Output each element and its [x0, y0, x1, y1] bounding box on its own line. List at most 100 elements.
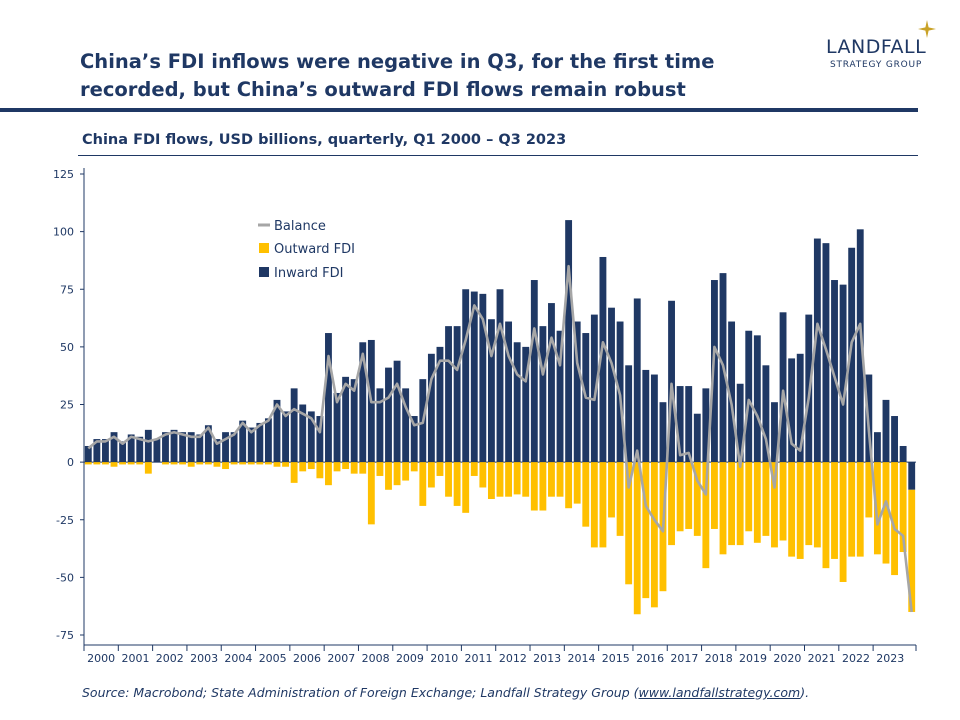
inward-fdi-bar — [119, 441, 127, 463]
outward-fdi-bar — [110, 462, 118, 467]
inward-fdi-bar — [505, 321, 513, 463]
inward-fdi-bar — [462, 289, 470, 463]
inward-fdi-bar — [385, 367, 392, 463]
inward-fdi-bar — [762, 365, 770, 463]
outward-fdi-bar — [264, 462, 272, 465]
outward-fdi-bar — [676, 462, 684, 532]
inward-fdi-bar — [608, 307, 615, 463]
outward-fdi-bar — [247, 462, 255, 465]
outward-fdi-bar — [410, 462, 418, 472]
inward-fdi-bar — [856, 229, 864, 463]
inward-fdi-bar — [642, 369, 650, 463]
outward-fdi-bar — [873, 462, 881, 555]
x-tick-label: 2019 — [739, 652, 767, 665]
outward-fdi-bar — [290, 462, 298, 483]
inward-fdi-bar — [110, 432, 118, 463]
outward-fdi-bar — [299, 462, 307, 472]
header-divider — [0, 108, 918, 112]
outward-fdi-bar — [839, 462, 847, 582]
inward-fdi-bar — [196, 434, 204, 463]
outward-fdi-bar — [102, 462, 109, 465]
inward-fdi-bar — [796, 353, 804, 463]
outward-fdi-bar — [316, 462, 324, 479]
inward-fdi-bar — [693, 413, 701, 463]
inward-fdi-bar — [213, 439, 221, 463]
x-tick-label: 2014 — [567, 652, 595, 665]
outward-fdi-bar — [573, 462, 581, 504]
inward-fdi-bar — [436, 346, 444, 463]
x-tick-label: 2003 — [190, 652, 218, 665]
outward-fdi-bar — [856, 462, 864, 557]
balance-line — [87, 264, 913, 613]
star-icon — [918, 20, 936, 38]
inward-fdi-bar — [359, 342, 367, 463]
source-suffix: ). — [800, 685, 810, 700]
inward-fdi-bar — [325, 333, 332, 463]
outward-fdi-bar — [685, 462, 693, 529]
outward-fdi-bar — [144, 462, 152, 474]
inward-fdi-bar — [333, 392, 341, 463]
x-tick-label: 2008 — [362, 652, 390, 665]
bars-layer — [84, 220, 916, 615]
outward-fdi-bar — [230, 462, 238, 465]
y-tick-label: -75 — [56, 629, 74, 642]
chart-title: China FDI flows, USD billions, quarterly… — [82, 132, 567, 148]
source-note: Source: Macrobond; State Administration … — [82, 685, 809, 700]
x-tick-label: 2004 — [224, 652, 252, 665]
outward-fdi-bar — [119, 462, 127, 465]
legend-label-outward: Outward FDI — [274, 242, 355, 257]
y-tick-label: 25 — [60, 399, 74, 412]
outward-fdi-bar — [822, 462, 830, 569]
x-tick-label: 2000 — [87, 652, 115, 665]
x-tick-label: 2002 — [156, 652, 184, 665]
legend-label-balance: Balance — [274, 219, 326, 234]
inward-fdi-bar — [685, 386, 693, 463]
inward-fdi-bar — [136, 436, 144, 463]
inward-fdi-bar — [239, 420, 247, 463]
outward-fdi-bar — [282, 462, 289, 467]
inward-fdi-bar — [668, 300, 675, 463]
inward-fdi-bar — [153, 439, 161, 463]
inward-fdi-bar — [788, 358, 796, 463]
inward-fdi-bar — [256, 422, 264, 463]
inward-fdi-bar — [625, 365, 633, 463]
x-tick-label: 2020 — [773, 652, 801, 665]
outward-fdi-bar — [487, 462, 495, 500]
outward-fdi-bar — [513, 462, 521, 495]
inward-fdi-bar — [170, 429, 178, 463]
logo-main-text: LANDFALL — [826, 36, 927, 58]
x-tick-label: 2001 — [121, 652, 149, 665]
inward-fdi-bar — [393, 360, 401, 463]
inward-fdi-bar — [376, 388, 384, 463]
inward-fdi-bar — [771, 402, 778, 463]
inward-fdi-bar — [548, 303, 555, 463]
outward-fdi-bar — [908, 489, 916, 612]
inward-fdi-bar — [453, 326, 461, 463]
outward-fdi-bar — [342, 462, 350, 470]
outward-fdi-bar — [359, 462, 367, 474]
outward-fdi-bar — [162, 462, 169, 465]
x-tick-label: 2009 — [396, 652, 424, 665]
source-link[interactable]: www.landfallstrategy.com — [638, 685, 801, 700]
outward-fdi-bar — [496, 462, 504, 497]
outward-fdi-bar — [848, 462, 856, 557]
x-tick-label: 2012 — [499, 652, 527, 665]
outward-fdi-bar — [93, 462, 101, 465]
logo-sub-text: STRATEGY GROUP — [830, 60, 923, 70]
inward-fdi-bar — [539, 326, 547, 463]
inward-fdi-bar — [899, 445, 907, 463]
outward-fdi-bar — [307, 462, 315, 470]
outward-fdi-bar — [453, 462, 461, 506]
page-title: China’s FDI inflows were negative in Q3,… — [80, 50, 715, 101]
outward-fdi-bar — [548, 462, 555, 497]
outward-fdi-bar — [608, 462, 615, 518]
x-tick-label: 2010 — [430, 652, 458, 665]
outward-fdi-bar — [711, 462, 718, 529]
y-tick-label: 125 — [53, 168, 74, 181]
outward-fdi-bar — [899, 462, 907, 553]
inward-fdi-bar — [402, 388, 410, 463]
outward-fdi-bar — [831, 462, 838, 559]
inward-fdi-bar — [470, 291, 478, 463]
outward-fdi-bar — [187, 462, 195, 467]
